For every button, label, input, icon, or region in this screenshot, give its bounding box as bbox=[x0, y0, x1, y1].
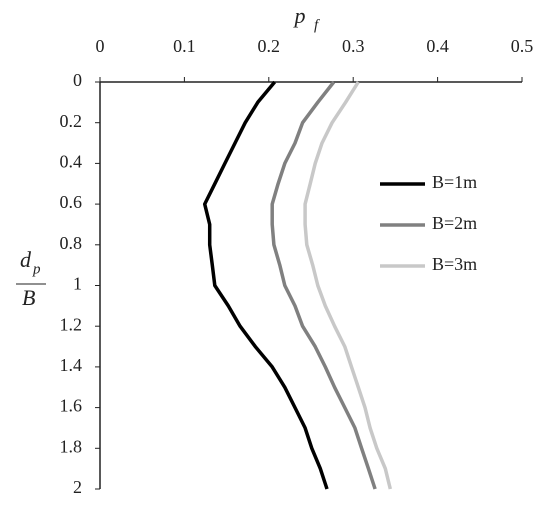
y-tick-label: 1.8 bbox=[60, 436, 83, 456]
series-line bbox=[270, 80, 377, 490]
y-tick-label: 1.2 bbox=[60, 314, 83, 334]
y-tick-label: 1.6 bbox=[60, 396, 83, 416]
x-tick-label: 0 bbox=[96, 36, 105, 56]
x-axis-label-sub: f bbox=[314, 17, 320, 33]
x-tick-label: 0.1 bbox=[173, 36, 196, 56]
x-tick-label: 0.2 bbox=[258, 36, 281, 56]
y-tick-label: 0.8 bbox=[60, 233, 83, 253]
x-axis-label: p bbox=[293, 3, 306, 28]
legend-label: B=2m bbox=[432, 213, 477, 233]
y-axis-label-num-sub: p bbox=[32, 261, 41, 277]
series-line bbox=[303, 81, 392, 490]
y-tick-label: 0.4 bbox=[60, 152, 83, 172]
y-tick-label: 1 bbox=[73, 274, 82, 294]
y-tick-label: 2 bbox=[73, 477, 82, 497]
y-tick-label: 0.6 bbox=[60, 192, 83, 212]
legend-label: B=3m bbox=[432, 254, 477, 274]
x-tick-label: 0.4 bbox=[426, 36, 449, 56]
x-tick-label: 0.3 bbox=[342, 36, 365, 56]
y-tick-label: 0.2 bbox=[60, 111, 83, 131]
y-tick-label: 1.4 bbox=[60, 355, 83, 375]
y-tick-label: 0 bbox=[73, 70, 82, 90]
y-axis-label-num: d bbox=[20, 247, 32, 272]
series-line bbox=[202, 80, 329, 490]
legend-label: B=1m bbox=[432, 172, 477, 192]
y-axis-label-den: B bbox=[22, 285, 35, 310]
x-tick-label: 0.5 bbox=[511, 36, 534, 56]
